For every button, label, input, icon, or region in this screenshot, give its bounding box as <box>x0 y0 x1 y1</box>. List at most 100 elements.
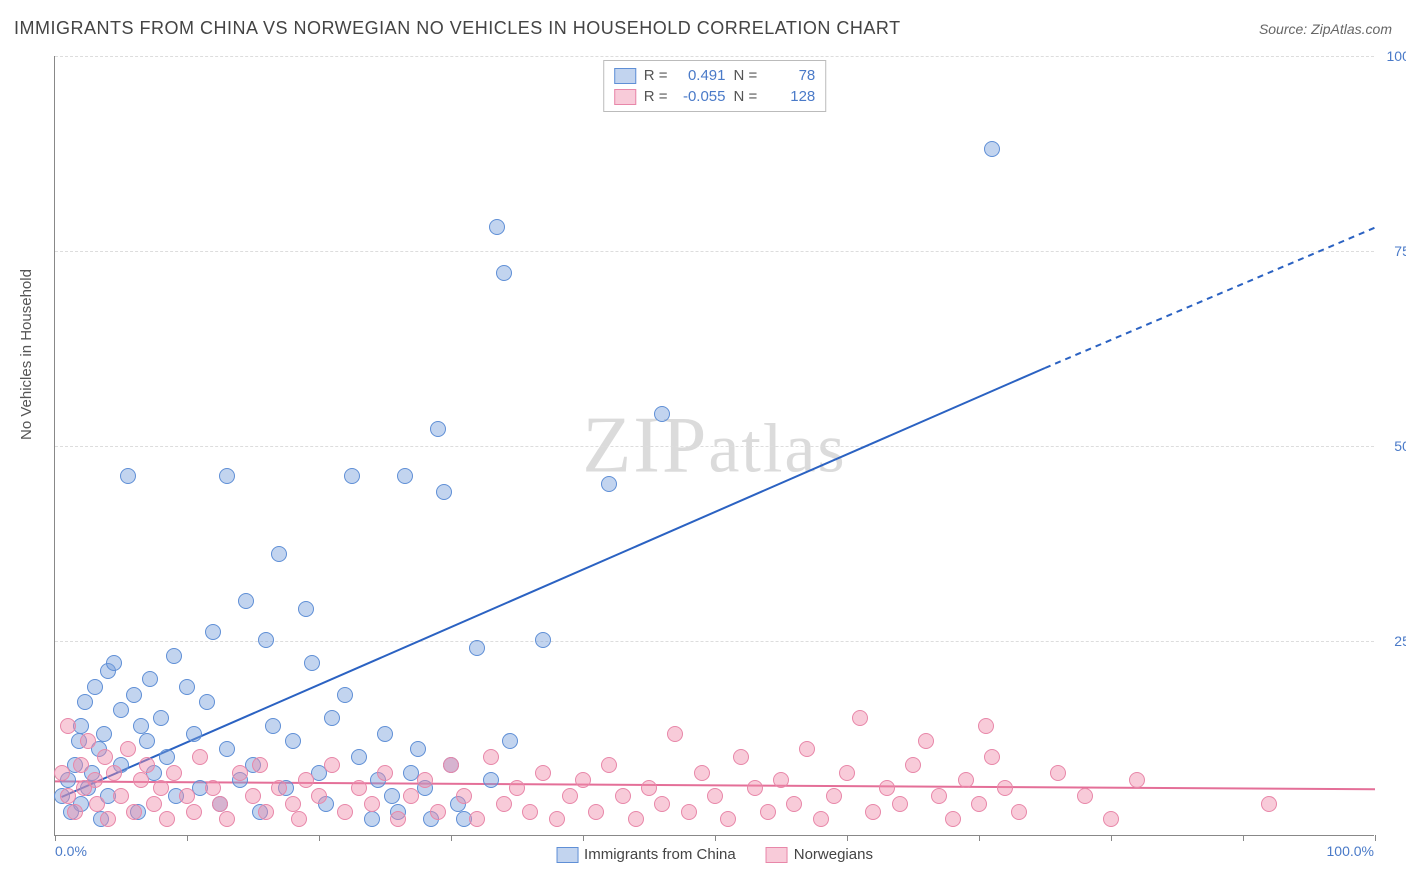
data-point <box>918 733 934 749</box>
data-point <box>186 804 202 820</box>
data-point <box>166 765 182 781</box>
data-point <box>826 788 842 804</box>
legend-swatch <box>766 847 788 863</box>
n-value: 128 <box>765 88 815 105</box>
data-point <box>97 749 113 765</box>
data-point <box>186 726 202 742</box>
x-tick-mark <box>1243 835 1244 841</box>
data-point <box>298 601 314 617</box>
data-point <box>212 796 228 812</box>
data-point <box>219 468 235 484</box>
data-point <box>681 804 697 820</box>
data-point <box>892 796 908 812</box>
x-tick-mark <box>1375 835 1376 841</box>
data-point <box>120 468 136 484</box>
data-point <box>238 593 254 609</box>
data-point <box>575 772 591 788</box>
x-tick-mark <box>583 835 584 841</box>
data-point <box>733 749 749 765</box>
data-point <box>588 804 604 820</box>
data-point <box>179 788 195 804</box>
data-point <box>879 780 895 796</box>
data-point <box>219 811 235 827</box>
data-point <box>258 632 274 648</box>
data-point <box>694 765 710 781</box>
data-point <box>77 694 93 710</box>
data-point <box>1129 772 1145 788</box>
trend-line-extrapolated <box>1045 228 1375 368</box>
data-point <box>153 780 169 796</box>
data-point <box>417 772 433 788</box>
data-point <box>813 811 829 827</box>
data-point <box>219 741 235 757</box>
data-point <box>60 788 76 804</box>
data-point <box>113 702 129 718</box>
r-value: 0.491 <box>676 67 726 84</box>
data-point <box>865 804 881 820</box>
data-point <box>601 757 617 773</box>
data-point <box>436 484 452 500</box>
data-point <box>496 265 512 281</box>
data-point <box>351 780 367 796</box>
data-point <box>430 421 446 437</box>
data-point <box>337 687 353 703</box>
data-point <box>958 772 974 788</box>
data-point <box>496 796 512 812</box>
data-point <box>667 726 683 742</box>
data-point <box>133 772 149 788</box>
x-tick-mark <box>715 835 716 841</box>
data-point <box>443 757 459 773</box>
data-point <box>549 811 565 827</box>
data-point <box>87 679 103 695</box>
data-point <box>984 141 1000 157</box>
data-point <box>291 811 307 827</box>
data-point <box>773 772 789 788</box>
data-point <box>469 640 485 656</box>
x-axis-max-label: 100.0% <box>1327 843 1374 859</box>
x-tick-mark <box>451 835 452 841</box>
data-point <box>60 718 76 734</box>
data-point <box>641 780 657 796</box>
data-point <box>364 796 380 812</box>
x-tick-mark <box>187 835 188 841</box>
r-value: -0.055 <box>676 88 726 105</box>
data-point <box>535 765 551 781</box>
data-point <box>337 804 353 820</box>
chart-title: IMMIGRANTS FROM CHINA VS NORWEGIAN NO VE… <box>14 18 901 39</box>
data-point <box>509 780 525 796</box>
data-point <box>377 765 393 781</box>
data-point <box>852 710 868 726</box>
data-point <box>159 749 175 765</box>
data-point <box>707 788 723 804</box>
data-point <box>265 718 281 734</box>
y-tick-label: 50.0% <box>1379 438 1406 454</box>
data-point <box>205 624 221 640</box>
data-point <box>113 788 129 804</box>
data-point <box>522 804 538 820</box>
stats-row: R =0.491N =78 <box>614 65 816 86</box>
data-point <box>126 804 142 820</box>
data-point <box>931 788 947 804</box>
data-point <box>535 632 551 648</box>
data-point <box>905 757 921 773</box>
data-point <box>67 804 83 820</box>
n-value: 78 <box>765 67 815 84</box>
data-point <box>351 749 367 765</box>
data-point <box>258 804 274 820</box>
data-point <box>971 796 987 812</box>
data-point <box>720 811 736 827</box>
stats-row: R =-0.055N =128 <box>614 86 816 107</box>
data-point <box>100 811 116 827</box>
data-point <box>654 406 670 422</box>
data-point <box>1261 796 1277 812</box>
data-point <box>126 687 142 703</box>
legend-swatch <box>556 847 578 863</box>
data-point <box>397 468 413 484</box>
data-point <box>285 733 301 749</box>
data-point <box>997 780 1013 796</box>
data-point <box>1103 811 1119 827</box>
data-point <box>159 811 175 827</box>
data-point <box>146 796 162 812</box>
data-point <box>106 655 122 671</box>
data-point <box>430 804 446 820</box>
